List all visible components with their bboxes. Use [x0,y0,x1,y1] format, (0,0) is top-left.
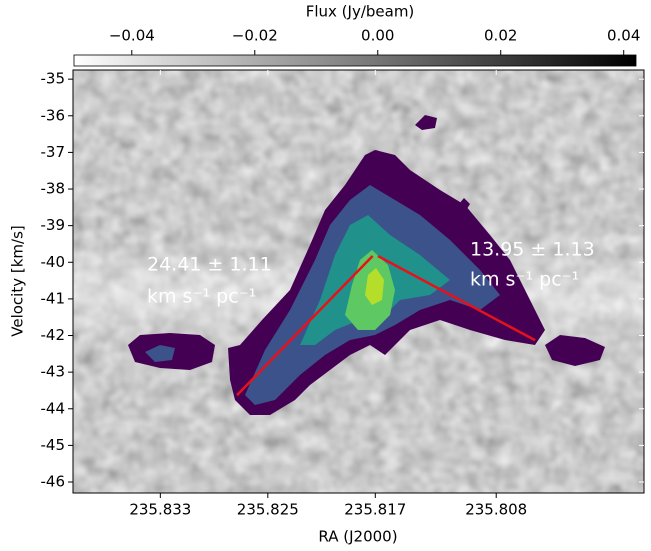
plot-frame [72,69,645,494]
image [73,70,644,493]
y-tick-label: -42 [41,326,66,344]
colorbar-tick-label: 0.02 [484,27,517,45]
colorbar-tick-label: 0.04 [607,27,640,45]
x-tick-label: 235.833 [129,501,191,519]
fit-annotation: 13.95 ± 1.13 [470,239,595,261]
x-tick-label: 235.825 [237,501,299,519]
y-tick-label: -40 [41,253,66,271]
x-tick-label: 235.808 [465,501,527,519]
fit-annotation-unit: km s⁻¹ pc⁻¹ [470,269,579,291]
y-tick-label: -38 [41,180,66,198]
colorbar-tick-label: −0.02 [232,27,278,45]
colorbar-tick-label: −0.04 [109,27,155,45]
y-tick-label: -37 [41,143,66,161]
fit-annotation: 24.41 ± 1.11 [147,254,272,276]
fit-line [236,255,374,397]
colorbar-label: Flux (Jy/beam) [306,3,415,21]
y-tick-label: -36 [41,106,66,124]
fit-annotation-unit: km s⁻¹ pc⁻¹ [147,286,256,308]
y-tick-label: -46 [41,473,66,491]
y-tick-label: -35 [41,70,66,88]
y-tick-label: -39 [41,216,66,234]
y-axis-label: Velocity [km/s] [9,225,27,336]
y-tick-label: -41 [41,289,66,307]
y-tick-label: -44 [41,399,66,417]
colorbar [73,54,637,67]
y-tick-label: -43 [41,363,66,381]
x-tick-label: 235.817 [344,501,406,519]
contours [128,115,605,415]
y-tick-label: -45 [41,436,66,454]
x-axis-label: RA (J2000) [318,528,397,546]
fit-line [377,254,536,342]
colorbar-tick-label: 0.00 [361,27,394,45]
